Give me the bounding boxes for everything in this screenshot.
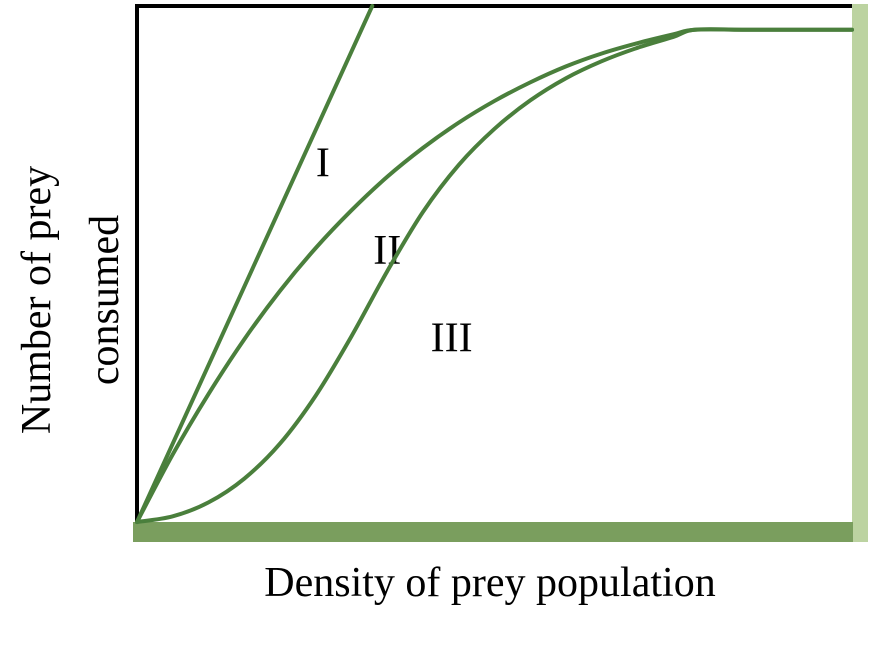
x-axis-bar (133, 522, 853, 542)
series-label-iii: III (431, 316, 473, 362)
series-label-ii: II (373, 228, 401, 274)
right-edge-bar (852, 4, 868, 542)
series-line-iii (135, 27, 854, 524)
series-line-i (135, 4, 375, 524)
series-line-ii (135, 27, 854, 524)
y-axis-title-line-2: consumed (82, 215, 128, 385)
x-axis-title: Density of prey population (264, 560, 715, 606)
y-axis-title-line-1: Number of prey (14, 166, 60, 434)
series-label-i: I (316, 140, 330, 186)
